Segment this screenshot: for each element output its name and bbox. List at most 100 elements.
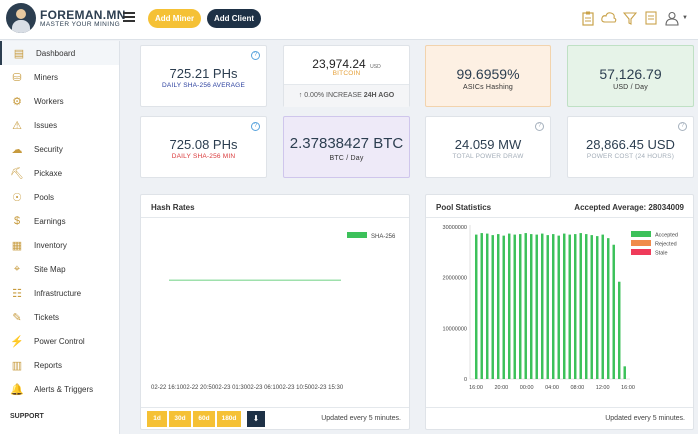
min-hashrate-card: ? 725.08 PHs DAILY SHA-256 MIN: [140, 116, 267, 178]
usd-day-value: 57,126.79: [599, 66, 662, 82]
y-tick-label: 0: [464, 377, 467, 383]
range-button-1d[interactable]: 1d: [147, 411, 167, 427]
sidebar-item-label: Security: [34, 144, 63, 154]
sidebar-item-reports[interactable]: ▥ Reports: [0, 353, 119, 377]
tickets-icon: ✎: [12, 311, 22, 324]
add-miner-button[interactable]: Add Miner: [148, 9, 202, 28]
accepted-average: Accepted Average: 28034009: [574, 203, 684, 212]
accepted-bar: [491, 235, 494, 379]
legend-swatch-stale: [631, 249, 651, 255]
info-icon[interactable]: ?: [535, 122, 544, 131]
legend-label-rejected: Rejected: [655, 242, 677, 248]
accepted-bar: [579, 233, 582, 379]
accepted-bar: [497, 234, 500, 379]
accepted-bar: [524, 233, 527, 379]
pools-icon: ☉: [12, 191, 22, 204]
infrastructure-icon: ☷: [12, 287, 22, 300]
accepted-bar: [601, 234, 604, 379]
sidebar-item-pickaxe[interactable]: ⛏ Pickaxe: [0, 161, 119, 185]
accepted-bar: [480, 233, 483, 379]
legend-label-sha256: SHA-256: [371, 234, 396, 240]
bitcoin-change-period: 24H AGO: [363, 92, 395, 99]
accepted-bar: [557, 235, 560, 379]
sidebar-item-site-map[interactable]: ⌖ Site Map: [0, 257, 119, 281]
min-hashrate-label: DAILY SHA-256 MIN: [171, 153, 236, 160]
add-client-button[interactable]: Add Client: [207, 9, 261, 28]
site-map-icon: ⌖: [13, 262, 21, 275]
inventory-icon: ▦: [11, 239, 23, 252]
power-cost-card: ? 28,866.45 USD POWER COST (24 HOURS): [567, 116, 694, 178]
brand-name[interactable]: FOREMAN.MN: [40, 8, 126, 22]
bitcoin-price-card: 23,974.24 USD BITCOIN ↑ 0.00% INCREASE 2…: [283, 45, 410, 107]
accepted-bar: [612, 244, 615, 379]
hash-rates-footer: 1d 30d 60d 180d ⬇ Updated every 5 minutes.: [141, 407, 409, 429]
sidebar-item-security[interactable]: ☁ Security: [0, 137, 119, 161]
power-draw-card: ? 24.059 MW TOTAL POWER DRAW: [425, 116, 551, 178]
menu-toggle-icon[interactable]: [123, 12, 135, 22]
avg-hashrate-card: ? 725.21 PHs DAILY SHA-256 AVERAGE: [140, 45, 267, 107]
x-tick-label: 04:00: [545, 385, 559, 391]
sidebar-item-pools[interactable]: ☉ Pools: [0, 185, 119, 209]
power-cost-label: POWER COST (24 HOURS): [586, 153, 675, 160]
sidebar-item-label: Alerts & Triggers: [34, 384, 94, 394]
x-tick-label: 00:00: [520, 385, 534, 391]
earnings-icon: $: [13, 215, 21, 227]
sidebar-item-miners[interactable]: ⛁ Miners: [0, 65, 119, 89]
range-button-180d[interactable]: 180d: [217, 411, 241, 427]
x-tick-label: 12:00: [596, 385, 610, 391]
hash-rates-title: Hash Rates: [151, 203, 195, 212]
range-button-30d[interactable]: 30d: [169, 411, 191, 427]
bitcoin-price-unit: USD: [370, 64, 381, 70]
sidebar-item-earnings[interactable]: $ Earnings: [0, 209, 119, 233]
accepted-bar: [535, 234, 538, 379]
download-icon[interactable]: ⬇: [247, 411, 265, 427]
document-icon[interactable]: [643, 10, 659, 26]
legend-swatch-sha256: [347, 232, 367, 238]
dashboard-icon: ▤: [13, 47, 25, 60]
sidebar-item-dashboard[interactable]: ▤ Dashboard: [0, 41, 119, 65]
accepted-bar: [590, 235, 593, 379]
reports-icon: ▥: [11, 359, 23, 372]
sidebar-item-alerts-triggers[interactable]: 🔔 Alerts & Triggers: [0, 377, 119, 401]
accepted-bar: [541, 233, 544, 379]
range-button-60d[interactable]: 60d: [193, 411, 215, 427]
clipboard-icon[interactable]: [580, 10, 596, 26]
accepted-bar: [623, 366, 626, 379]
cloud-sync-icon[interactable]: [601, 10, 617, 26]
sidebar-item-inventory[interactable]: ▦ Inventory: [0, 233, 119, 257]
pool-stats-footer: Updated every 5 minutes.: [426, 407, 693, 429]
sidebar-item-issues[interactable]: ⚠ Issues: [0, 113, 119, 137]
accepted-bar: [475, 234, 478, 379]
user-icon[interactable]: [664, 10, 680, 26]
asics-hashing-card: 99.6959% ASICs Hashing: [425, 45, 551, 107]
pool-stats-chart: 0 10000000 20000000 30000000 16:00 20:00 00:00…: [443, 225, 678, 391]
sidebar-item-label: Infrastructure: [34, 288, 82, 298]
sidebar-nav: ▤ Dashboard ⛁ Miners ⚙ Workers ⚠ Issues ☁ Securit…: [0, 41, 119, 401]
x-tick-label: 16:00: [469, 385, 483, 391]
pool-stats-title: Pool Statistics: [436, 203, 492, 212]
power-draw-value: 24.059 MW: [454, 137, 522, 152]
power-control-icon: ⚡: [10, 335, 24, 348]
user-menu-caret-icon[interactable]: ▼: [682, 15, 688, 21]
info-icon[interactable]: ?: [251, 122, 260, 131]
btc-day-card: 2.37838427 BTC BTC / Day: [283, 116, 410, 178]
x-tick-label: 08:00: [570, 385, 584, 391]
alerts-icon: 🔔: [10, 383, 24, 396]
pool-stats-panel: Pool Statistics Accepted Average: 280340…: [425, 194, 694, 430]
top-bar: FOREMAN.MN MASTER YOUR MINING Add Miner …: [0, 0, 698, 40]
sidebar-item-infrastructure[interactable]: ☷ Infrastructure: [0, 281, 119, 305]
sidebar-item-label: Site Map: [34, 264, 66, 274]
bitcoin-change: ↑ 0.00% INCREASE 24H AGO: [284, 84, 409, 107]
info-icon[interactable]: ?: [678, 122, 687, 131]
sidebar-item-label: Earnings: [34, 216, 66, 226]
info-icon[interactable]: ?: [251, 51, 260, 60]
sidebar-item-power-control[interactable]: ⚡ Power Control: [0, 329, 119, 353]
accepted-bar: [513, 234, 516, 379]
sidebar-item-label: Pools: [34, 192, 55, 202]
accepted-bar: [552, 234, 555, 379]
filter-lightning-icon[interactable]: [622, 10, 638, 26]
brand-tagline: MASTER YOUR MINING: [40, 21, 121, 28]
sidebar-item-workers[interactable]: ⚙ Workers: [0, 89, 119, 113]
logo-icon[interactable]: [6, 3, 36, 33]
sidebar-item-tickets[interactable]: ✎ Tickets: [0, 305, 119, 329]
